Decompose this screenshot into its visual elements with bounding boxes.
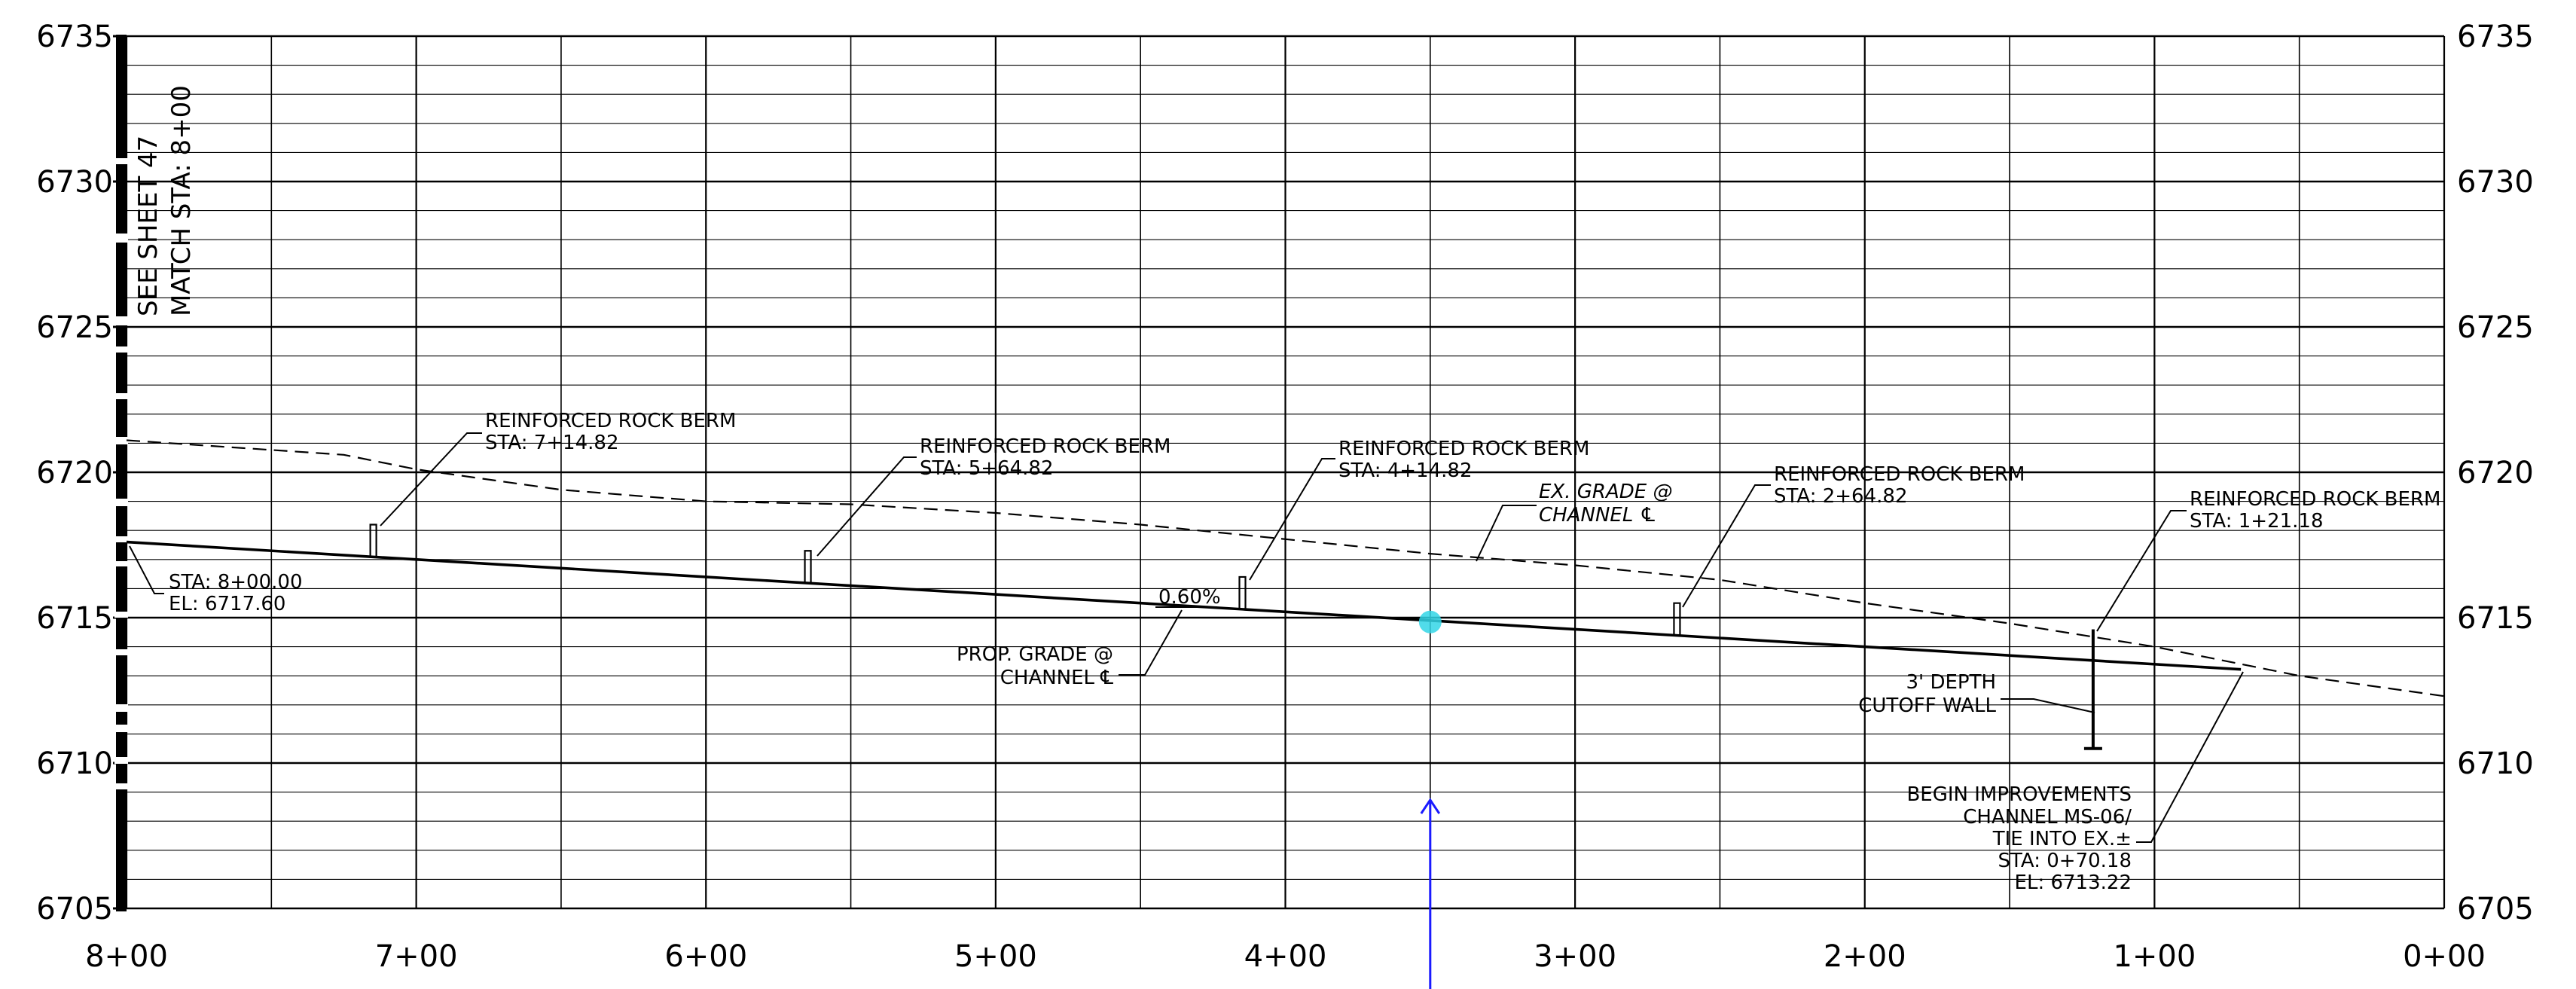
snap-marker (1418, 610, 1442, 633)
match-bar-gap (114, 234, 128, 243)
berm-2-sta: STA: 5+64.82 (920, 457, 1053, 480)
y-tick-label-left: 6735 (36, 20, 113, 54)
y-tick-label-left: 6730 (36, 165, 113, 200)
left-y-tick-labels: 6735 6730 6725 6720 6715 6710 6705 (36, 20, 127, 926)
leader-line (380, 432, 482, 527)
y-tick-label-left: 6725 (36, 310, 113, 345)
match-bar-gap (114, 561, 128, 566)
grade-lines (126, 439, 2445, 697)
berm-4-sta: STA: 2+64.82 (1774, 485, 1907, 508)
leader-line (2136, 671, 2244, 843)
left-match-bar (116, 30, 127, 911)
y-tick-label-right: 6705 (2457, 892, 2534, 926)
major-grid (125, 35, 2446, 910)
y-tick-label-right: 6725 (2457, 310, 2534, 345)
match-bar-gap (114, 30, 128, 35)
leader-lines (129, 432, 2244, 843)
match-bar-gaps (114, 30, 128, 789)
x-tick-label: 7+00 (375, 939, 458, 974)
x-tick-label: 4+00 (1244, 939, 1327, 974)
slope-label: 0.60% (1158, 586, 1221, 609)
match-bar-gap (114, 393, 128, 399)
match-bar-gap (114, 437, 128, 444)
ex-grade-line2: CHANNEL ℄ (1539, 504, 1657, 527)
prop-grade-line1: PROP. GRADE @ (957, 643, 1113, 666)
rock-berm (804, 550, 812, 584)
begin-line3: TIE INTO EX.± (1992, 828, 2132, 850)
berm-5-sta: STA: 1+21.18 (2190, 510, 2323, 533)
leader-line (2001, 698, 2095, 713)
leader-line (129, 545, 164, 594)
x-tick-label: 1+00 (2113, 939, 2196, 974)
begin-line5: EL: 6713.22 (2015, 871, 2132, 894)
leader-line (816, 456, 917, 557)
match-bar-gap (114, 316, 128, 325)
y-tick-label-left: 6715 (36, 601, 113, 636)
berm-4-label: REINFORCED ROCK BERM (1774, 463, 2025, 486)
ex-grade-line1: EX. GRADE @ (1539, 481, 1672, 503)
cutoff-line2: CUTOFF WALL (1858, 694, 1996, 717)
prop-grade-line2: CHANNEL ℄ (1000, 667, 1114, 689)
x-tick-label: 2+00 (1824, 939, 1906, 974)
right-y-tick-labels: 6735 6730 6725 6720 6715 6710 6705 (2457, 20, 2534, 926)
match-sta-label: MATCH STA: 8+00 (166, 85, 197, 316)
match-bar-gap (114, 757, 128, 764)
match-bar-gap (114, 158, 128, 164)
x-tick-label: 8+00 (85, 939, 168, 974)
leader-line (2096, 510, 2187, 632)
start-el-label: EL: 6717.60 (169, 593, 285, 615)
match-text: SEE SHEET 47 MATCH STA: 8+00 (133, 85, 197, 316)
y-tick-label-right: 6720 (2457, 456, 2534, 490)
match-bar-gap (114, 725, 128, 732)
y-tick-label-right: 6715 (2457, 601, 2534, 636)
berm-2-label: REINFORCED ROCK BERM (920, 435, 1170, 458)
leader-line (1249, 458, 1335, 581)
match-bar-gap (114, 612, 128, 618)
match-bar-gap (114, 346, 128, 353)
cursor-arrowhead (1420, 798, 1441, 814)
x-tick-labels: 8+00 7+00 6+00 5+00 4+00 3+00 2+00 1+00 0+00 (85, 939, 2486, 974)
y-tick-label-left: 6705 (36, 892, 113, 926)
cutoff-line1: 3' DEPTH (1906, 671, 1996, 694)
match-bar-gap (114, 649, 128, 655)
rock-berm (369, 523, 377, 557)
berm-5-label: REINFORCED ROCK BERM (2190, 488, 2440, 511)
match-bar-gap (114, 499, 128, 506)
x-tick-label: 0+00 (2403, 939, 2486, 974)
overlay-markers (1418, 610, 1442, 989)
rock-berm (1238, 575, 1247, 609)
rock-berm (1673, 602, 1681, 636)
match-bar-gap (114, 704, 128, 712)
y-tick-label-left: 6720 (36, 456, 113, 490)
start-sta-label: STA: 8+00.00 (169, 571, 302, 594)
y-tick-label-right: 6730 (2457, 165, 2534, 200)
begin-line4: STA: 0+70.18 (1998, 850, 2132, 872)
begin-line2: CHANNEL MS-06/ (1963, 806, 2132, 829)
match-sheet-label: SEE SHEET 47 (133, 136, 163, 316)
begin-line1: BEGIN IMPROVEMENTS (1906, 783, 2132, 806)
x-tick-label: 6+00 (664, 939, 747, 974)
structures (369, 523, 2102, 750)
y-tick-label-right: 6710 (2457, 746, 2534, 781)
leader-line (1476, 505, 1537, 562)
match-bar-gap (114, 536, 128, 542)
leader-line (1682, 484, 1771, 608)
berm-1-label: REINFORCED ROCK BERM (485, 410, 736, 432)
match-bar-gap (114, 783, 128, 789)
berm-3-sta: STA: 4+14.82 (1338, 459, 1472, 482)
berm-1-sta: STA: 7+14.82 (485, 432, 618, 454)
leader-line (1119, 609, 1183, 676)
y-tick-label-right: 6735 (2457, 20, 2534, 54)
berm-3-label: REINFORCED ROCK BERM (1338, 438, 1589, 460)
existing-grade-line (126, 439, 2445, 697)
x-tick-label: 5+00 (954, 939, 1037, 974)
proposed-grade-line (126, 540, 2242, 671)
x-tick-label: 3+00 (1534, 939, 1616, 974)
y-tick-label-left: 6710 (36, 746, 113, 781)
